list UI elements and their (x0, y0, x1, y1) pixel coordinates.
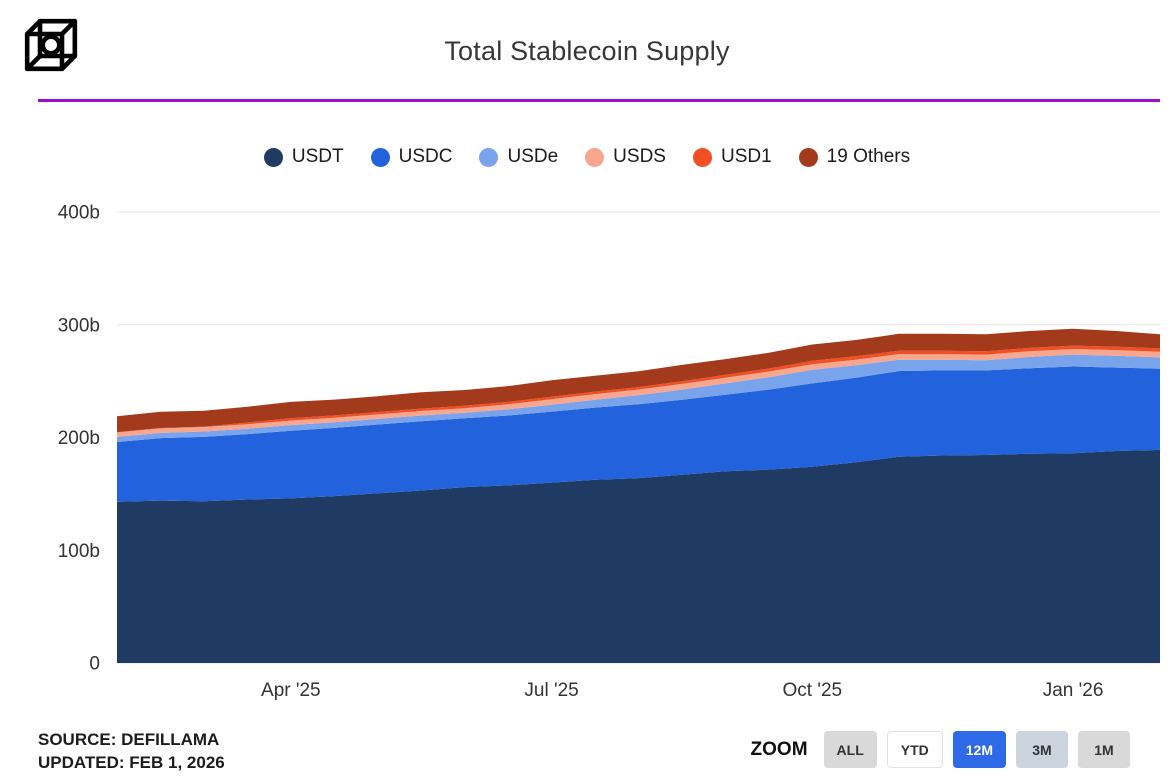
legend-label: USD1 (720, 146, 772, 167)
y-tick-label: 100b (58, 541, 100, 562)
legend-marker-icon (798, 147, 818, 167)
y-tick-label: 200b (58, 428, 100, 449)
area-series-19-others (117, 328, 1160, 433)
legend-marker-icon (263, 147, 283, 167)
legend-marker-icon (585, 147, 605, 167)
legend-item-usds[interactable]: USDS (585, 146, 666, 168)
page-title: Total Stablecoin Supply (444, 36, 730, 66)
y-tick-label: 400b (58, 203, 100, 224)
zoom-controls: ZOOM ALL YTD 12M 3M 1M (751, 731, 1130, 768)
legend-label: USDe (507, 146, 559, 167)
logo-cube-icon (18, 12, 84, 78)
legend-item-usdt[interactable]: USDT (263, 146, 344, 168)
legend-item-usd1[interactable]: USD1 (692, 146, 772, 168)
area-series-usde (117, 354, 1160, 442)
legend-item-usdc[interactable]: USDC (370, 146, 453, 168)
legend-marker-icon (479, 147, 499, 167)
legend-label: USDT (291, 146, 344, 167)
legend-label: 19 Others (826, 146, 911, 167)
area-series-usdt (117, 449, 1160, 663)
area-series-usds (117, 349, 1160, 437)
header-divider (38, 99, 1160, 102)
source-line: SOURCE: DEFILLAMA (38, 730, 220, 749)
zoom-button-12m[interactable]: 12M (952, 731, 1006, 768)
zoom-button-all[interactable]: ALL (823, 731, 877, 768)
legend-marker-icon (370, 147, 390, 167)
area-series-usdc (117, 366, 1160, 502)
legend-item-19-others[interactable]: 19 Others (798, 146, 911, 168)
source-attribution: SOURCE: DEFILLAMA UPDATED: FEB 1, 2026 (38, 728, 225, 774)
zoom-button-1m[interactable]: 1M (1078, 731, 1130, 768)
zoom-button-ytd[interactable]: YTD (886, 731, 943, 768)
stablecoin-area-chart: 0 100b 200b 300b 400b Apr '25 Jul '25 Oct '25 Ja… (58, 203, 1160, 701)
y-tick-label: 300b (58, 315, 100, 336)
zoom-label: ZOOM (750, 738, 808, 760)
legend-label: USDC (398, 146, 453, 167)
x-tick-label: Oct '25 (783, 680, 843, 701)
x-tick-label: Jul '25 (524, 680, 578, 701)
chart-legend: USDT USDC USDe USDS USD1 19 Others (0, 146, 1174, 168)
x-tick-label: Apr '25 (261, 680, 321, 701)
updated-line: UPDATED: FEB 1, 2026 (38, 753, 225, 772)
area-series-usd1 (117, 345, 1160, 433)
x-tick-label: Jan '26 (1043, 680, 1104, 701)
legend-label: USDS (613, 146, 666, 167)
legend-item-usde[interactable]: USDe (479, 146, 558, 168)
y-tick-label: 0 (89, 654, 100, 675)
zoom-button-3m[interactable]: 3M (1016, 731, 1068, 768)
legend-marker-icon (692, 147, 712, 167)
